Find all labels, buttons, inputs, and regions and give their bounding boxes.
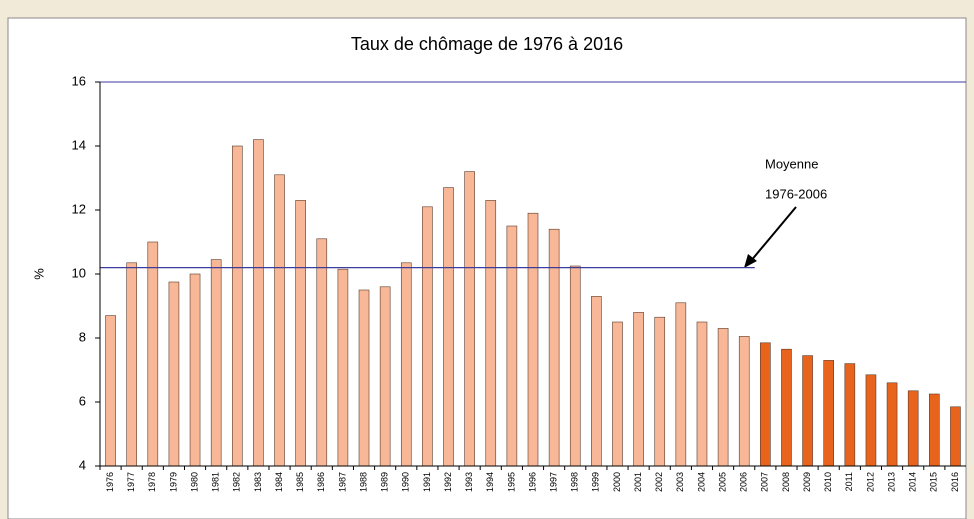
chart-title: Taux de chômage de 1976 à 2016 — [351, 34, 623, 54]
bar — [738, 336, 750, 467]
bar — [506, 225, 518, 467]
x-tick-label: 2009 — [802, 472, 812, 492]
bar — [231, 145, 243, 467]
y-tick-label: 14 — [72, 137, 86, 152]
y-tick-label: 4 — [79, 457, 86, 472]
x-tick-label: 1981 — [211, 472, 221, 492]
bar — [126, 262, 137, 467]
bar — [316, 238, 328, 467]
x-tick-label: 2013 — [886, 472, 896, 492]
x-tick-label: 2012 — [865, 472, 875, 492]
bar — [105, 315, 116, 467]
bar — [295, 200, 306, 467]
bar — [358, 289, 370, 467]
x-tick-label: 1980 — [189, 472, 199, 492]
x-tick-label: 2011 — [844, 472, 854, 491]
bar — [569, 265, 581, 467]
x-tick-label: 1982 — [232, 472, 242, 492]
bar — [147, 241, 159, 467]
bar — [696, 321, 708, 467]
bar — [633, 312, 644, 467]
x-tick-label: 2004 — [696, 472, 706, 492]
x-tick-label: 1995 — [506, 472, 516, 492]
bar — [654, 316, 666, 467]
x-tick-label: 1994 — [485, 472, 495, 492]
x-tick-label: 2008 — [781, 472, 791, 492]
x-tick-label: 1983 — [253, 472, 263, 492]
bar — [844, 363, 856, 467]
x-tick-label: 2000 — [612, 472, 622, 492]
bar — [253, 139, 264, 467]
bar — [400, 262, 412, 467]
bar — [760, 342, 771, 467]
bar — [612, 321, 623, 467]
mean-label: 1976-2006 — [765, 186, 827, 201]
x-tick-label: 2007 — [760, 472, 770, 492]
bar — [907, 390, 919, 467]
x-tick-label: 2005 — [717, 472, 727, 492]
x-tick-label: 1991 — [422, 472, 432, 492]
y-axis-label: % — [31, 268, 46, 280]
x-tick-label: 1996 — [527, 472, 537, 492]
bar — [189, 273, 201, 467]
bar — [886, 382, 898, 467]
bar — [802, 355, 813, 467]
x-tick-label: 2001 — [633, 472, 643, 492]
x-tick-label: 2015 — [929, 472, 939, 492]
x-tick-label: 2003 — [675, 472, 685, 492]
x-tick-label: 2014 — [908, 472, 918, 492]
x-tick-label: 1990 — [401, 472, 411, 492]
annotation-arrow — [749, 206, 797, 263]
y-tick-label: 12 — [72, 201, 86, 216]
bar — [337, 268, 349, 467]
x-tick-label: 1986 — [316, 472, 326, 492]
bar — [527, 212, 539, 467]
bar — [675, 302, 687, 467]
bar — [464, 171, 475, 467]
x-tick-label: 1979 — [168, 472, 178, 492]
x-tick-label: 1987 — [337, 472, 347, 492]
x-tick-label: 1998 — [570, 472, 580, 492]
x-tick-label: 1988 — [358, 472, 368, 492]
x-tick-label: 1984 — [274, 472, 284, 492]
x-tick-label: 1978 — [147, 472, 157, 492]
x-tick-label: 1999 — [591, 472, 601, 492]
bar — [865, 374, 877, 467]
bar — [781, 348, 792, 467]
bar — [717, 328, 729, 467]
mean-label: Moyenne — [765, 156, 818, 171]
x-tick-label: 1976 — [105, 472, 115, 492]
bar — [485, 200, 497, 467]
bar — [210, 259, 222, 467]
x-tick-label: 1989 — [380, 472, 390, 492]
x-tick-label: 2010 — [823, 472, 833, 492]
y-tick-label: 6 — [79, 393, 86, 408]
x-tick-label: 2016 — [950, 472, 960, 492]
bar — [548, 228, 560, 467]
bar — [422, 206, 433, 467]
bar — [929, 393, 940, 467]
bar — [591, 296, 602, 467]
x-tick-label: 2006 — [739, 472, 749, 492]
x-tick-label: 1993 — [464, 472, 474, 492]
y-tick-label: 16 — [72, 73, 86, 88]
bar — [443, 187, 454, 467]
x-tick-label: 1977 — [126, 472, 136, 492]
y-tick-label: 8 — [79, 329, 86, 344]
x-tick-label: 1985 — [295, 472, 305, 492]
y-tick-label: 10 — [72, 265, 86, 280]
x-tick-label: 2002 — [654, 472, 664, 492]
annotation-arrowhead — [744, 254, 757, 268]
x-tick-label: 1997 — [548, 472, 558, 492]
bar — [168, 281, 180, 467]
bar — [379, 286, 391, 467]
bar — [823, 360, 835, 467]
x-tick-label: 1992 — [443, 472, 453, 492]
bar — [950, 406, 961, 467]
bar — [274, 174, 285, 467]
